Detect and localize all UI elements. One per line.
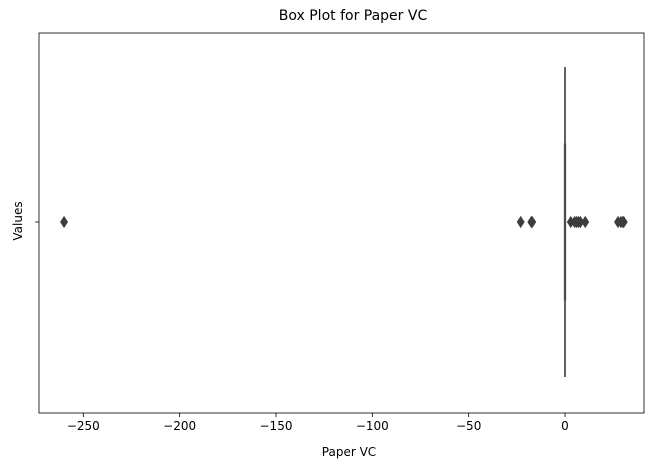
plot-frame — [38, 32, 645, 414]
outlier-point — [528, 215, 537, 229]
x-axis-label: Paper VC — [322, 445, 376, 459]
outlier-point — [619, 215, 628, 229]
x-tick-label: −150 — [260, 419, 293, 433]
x-tick-label: −100 — [356, 419, 389, 433]
y-axis-label: Values — [11, 201, 25, 240]
plot-area: −250 −200 −150 −100 −50 0 — [35, 32, 645, 433]
outlier-point — [516, 215, 525, 229]
x-tick-label: −200 — [163, 419, 196, 433]
outlier-point — [60, 215, 69, 229]
x-tick-label: −50 — [456, 419, 481, 433]
chart-title: Box Plot for Paper VC — [279, 8, 428, 24]
outlier-point — [581, 215, 590, 229]
x-tick-label: −250 — [67, 419, 100, 433]
x-tick-label: 0 — [561, 419, 569, 433]
